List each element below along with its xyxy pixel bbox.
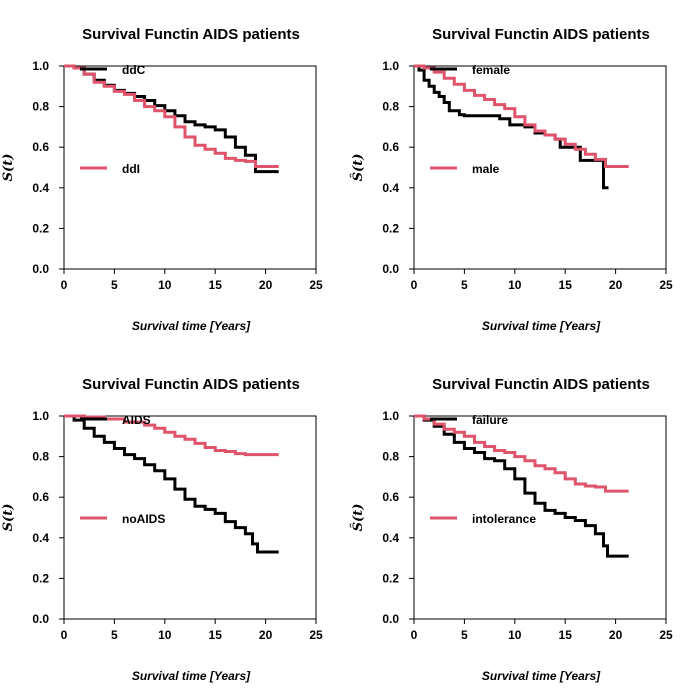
series-line-failure xyxy=(414,414,629,558)
x-tick-label: 10 xyxy=(158,278,172,292)
y-tick-label: 0.2 xyxy=(32,571,49,585)
x-tick-label: 15 xyxy=(559,628,573,642)
y-tick-label: 1.0 xyxy=(382,409,399,423)
x-axis-label: Survival time [Years] xyxy=(482,319,601,333)
legend-label-ddI: ddI xyxy=(122,162,140,176)
y-tick-label: 0.4 xyxy=(382,531,399,545)
series-line-ddC xyxy=(64,64,279,174)
series-line-male xyxy=(414,64,629,168)
panel-4: Survival Functin AIDS patients 0 5 10 15 20 25… xyxy=(349,376,673,683)
x-tick-label: 25 xyxy=(659,628,673,642)
x-tick-label: 0 xyxy=(411,628,418,642)
x-axis-label: Survival time [Years] xyxy=(482,669,601,683)
y-tick-label: 0.0 xyxy=(32,612,49,626)
plot-frame xyxy=(413,415,667,620)
y-tick-label: 0.4 xyxy=(382,181,399,195)
y-tick-label: 0.4 xyxy=(32,531,49,545)
plot-frame xyxy=(63,415,317,620)
series-line-ddI xyxy=(64,64,279,168)
chart-title: Survival Functin AIDS patients xyxy=(432,376,650,393)
panel-3: Survival Functin AIDS patients 0 5 10 15 20 25… xyxy=(1,376,323,683)
x-tick-label: 20 xyxy=(609,278,623,292)
x-tick-label: 0 xyxy=(61,628,68,642)
panel-2: Survival Functin AIDS patients 0 5 10 15 20 25… xyxy=(349,26,673,333)
x-tick-label: 15 xyxy=(559,278,573,292)
y-axis-label: Ŝ(t) xyxy=(349,154,366,182)
y-tick-label: 0.2 xyxy=(382,221,399,235)
y-tick-label: 0.6 xyxy=(32,490,49,504)
chart-title: Survival Functin AIDS patients xyxy=(432,26,650,43)
legend-label-female: female xyxy=(472,63,510,77)
y-tick-label: 0.2 xyxy=(32,221,49,235)
x-tick-label: 5 xyxy=(461,278,468,292)
y-tick-label: 0.4 xyxy=(32,181,49,195)
y-tick-label: 1.0 xyxy=(382,59,399,73)
y-axis-label: S(t) xyxy=(1,504,16,532)
y-tick-label: 0.8 xyxy=(382,100,399,114)
x-tick-label: 10 xyxy=(158,628,172,642)
x-tick-label: 25 xyxy=(309,628,323,642)
x-tick-label: 20 xyxy=(609,628,623,642)
plot-frame xyxy=(63,65,317,270)
x-tick-label: 5 xyxy=(461,628,468,642)
y-tick-label: 0.6 xyxy=(382,140,399,154)
legend-label-AIDS: AIDS xyxy=(122,413,151,427)
series-line-intolerance xyxy=(414,414,629,493)
legend-label-intolerance: intolerance xyxy=(472,512,536,526)
x-tick-label: 5 xyxy=(111,278,118,292)
series-line-female xyxy=(414,64,609,190)
x-axis-label: Survival time [Years] xyxy=(132,669,251,683)
panel-1: Survival Functin AIDS patients 0 5 10 15 20 25… xyxy=(1,26,323,333)
x-tick-label: 10 xyxy=(508,628,522,642)
x-tick-label: 0 xyxy=(61,278,68,292)
y-tick-label: 0.0 xyxy=(32,262,49,276)
x-tick-label: 20 xyxy=(259,278,273,292)
y-tick-label: 1.0 xyxy=(32,409,49,423)
y-tick-label: 0.8 xyxy=(32,450,49,464)
x-tick-label: 25 xyxy=(309,278,323,292)
legend-label-male: male xyxy=(472,162,500,176)
x-tick-label: 0 xyxy=(411,278,418,292)
x-tick-label: 15 xyxy=(209,278,223,292)
x-tick-label: 15 xyxy=(209,628,223,642)
y-tick-label: 0.8 xyxy=(32,100,49,114)
chart-title: Survival Functin AIDS patients xyxy=(82,26,300,43)
chart-title: Survival Functin AIDS patients xyxy=(82,376,300,393)
y-tick-label: 0.6 xyxy=(32,140,49,154)
x-tick-label: 20 xyxy=(259,628,273,642)
y-tick-label: 0.0 xyxy=(382,262,399,276)
y-tick-label: 0.0 xyxy=(382,612,399,626)
y-tick-label: 0.2 xyxy=(382,571,399,585)
y-tick-label: 0.6 xyxy=(382,490,399,504)
y-tick-label: 0.8 xyxy=(382,450,399,464)
series-line-AIDS xyxy=(64,414,279,554)
x-axis-label: Survival time [Years] xyxy=(132,319,251,333)
y-axis-label: S(t) xyxy=(1,154,16,182)
y-tick-label: 1.0 xyxy=(32,59,49,73)
y-axis-label: Ŝ(t) xyxy=(349,504,366,532)
legend-label-ddC: ddC xyxy=(122,63,146,77)
plot-frame xyxy=(413,65,667,270)
x-tick-label: 25 xyxy=(659,278,673,292)
legend-label-noAIDS: noAIDS xyxy=(122,512,165,526)
x-tick-label: 5 xyxy=(111,628,118,642)
legend-label-failure: failure xyxy=(472,413,508,427)
series-line-noAIDS xyxy=(64,414,279,457)
x-tick-label: 10 xyxy=(508,278,522,292)
